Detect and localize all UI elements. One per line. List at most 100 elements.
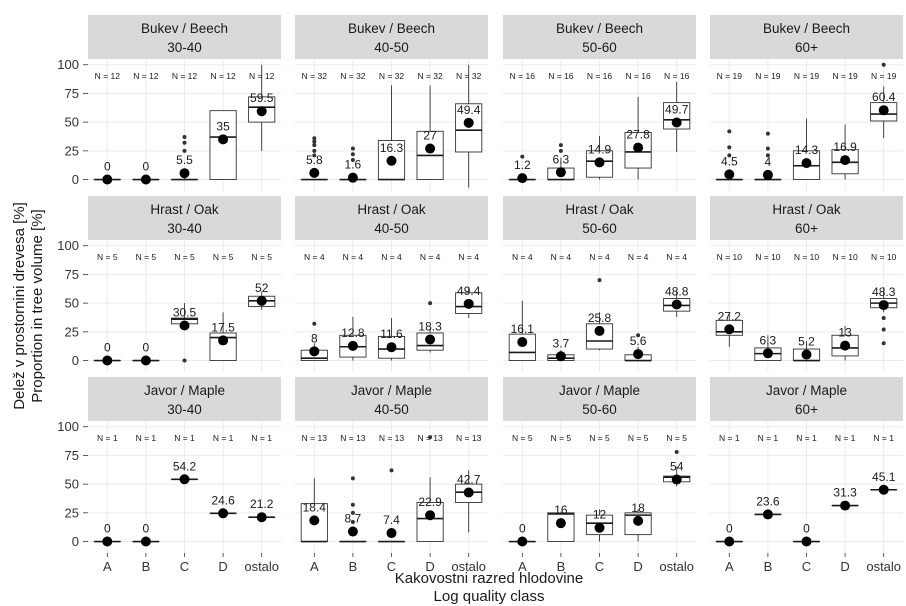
box-body	[455, 103, 483, 153]
mean-value-label: 16	[554, 503, 568, 517]
sample-size-label: N = 32	[379, 71, 405, 81]
sample-size-label: N = 19	[794, 71, 820, 81]
sample-size-label: N = 19	[871, 71, 897, 81]
sample-size-label: N = 10	[832, 252, 858, 262]
outlier-point	[881, 62, 886, 67]
mean-value-label: 48.8	[665, 285, 689, 299]
mean-value-label: 17.5	[211, 320, 235, 334]
mean-point	[140, 536, 151, 547]
sample-size-label: N = 1	[213, 433, 234, 443]
sample-size-label: N = 1	[97, 433, 118, 443]
sample-size-label: N = 32	[302, 71, 328, 81]
mean-point	[218, 335, 229, 346]
x-tick-label: D	[218, 559, 227, 574]
sample-size-label: N = 5	[551, 433, 572, 443]
mean-point	[633, 515, 644, 526]
mean-point	[386, 155, 397, 166]
x-tick-label: C	[180, 559, 189, 574]
mean-point	[218, 508, 229, 519]
facet-strip	[710, 377, 903, 421]
sample-size-label: N = 5	[666, 433, 687, 443]
sample-size-label: N = 19	[717, 71, 743, 81]
facet-diameter-label: 40-50	[374, 402, 409, 417]
outlier-point	[350, 502, 355, 507]
mean-value-label: 16.9	[833, 140, 857, 154]
mean-value-label: 30.5	[173, 306, 197, 320]
facet-diameter-label: 60+	[795, 402, 818, 417]
mean-value-label: 42.7	[457, 473, 481, 487]
x-tick-label: A	[725, 559, 734, 574]
mean-point	[801, 349, 812, 360]
mean-value-label: 0	[104, 160, 111, 174]
facet-strip	[295, 377, 488, 421]
mean-point	[179, 474, 190, 485]
mean-value-label: 7.4	[383, 513, 400, 527]
mean-value-label: 0	[104, 341, 111, 355]
y-tick-label: 50	[65, 115, 79, 130]
mean-value-label: 8.7	[345, 512, 362, 526]
x-tick-label: ostalo	[451, 559, 486, 574]
mean-point	[425, 334, 436, 345]
mean-value-label: 0	[143, 160, 150, 174]
facet-diameter-label: 30-40	[167, 40, 202, 55]
facet-strip	[503, 377, 696, 421]
mean-point	[633, 142, 644, 153]
y-axis-title-line-1: Delež v prostornini drevesa [%]	[11, 202, 28, 410]
mean-point	[840, 155, 851, 166]
sample-size-label: N = 5	[213, 252, 234, 262]
sample-size-label: N = 10	[794, 252, 820, 262]
facet-diameter-label: 30-40	[167, 221, 202, 236]
facet-species-label: Hrast / Oak	[357, 202, 426, 217]
y-tick-label: 25	[65, 324, 79, 339]
facet-diameter-label: 60+	[795, 40, 818, 55]
outlier-point	[765, 146, 770, 151]
facet-panel: Bukev / Beech 30-40 0 N = 12 0 N = 12 5.5 N = 1…	[88, 15, 281, 191]
mean-value-label: 52	[255, 281, 269, 295]
facet-diameter-label: 40-50	[374, 40, 409, 55]
x-tick-label: D	[840, 559, 849, 574]
sample-size-label: N = 12	[249, 71, 275, 81]
sample-size-label: N = 4	[381, 252, 402, 262]
mean-point	[671, 474, 682, 485]
x-tick-label: D	[425, 559, 434, 574]
sample-size-label: N = 4	[551, 252, 572, 262]
facet-panel: Javor / Maple 40-50 18.4 N = 13 8.7 N = 13 7.4…	[295, 377, 488, 574]
facet-species-label: Javor / Maple	[559, 383, 640, 398]
sample-size-label: N = 4	[512, 252, 533, 262]
x-tick-label: B	[557, 559, 566, 574]
box-body	[416, 502, 444, 542]
mean-value-label: 5.5	[176, 153, 193, 167]
outlier-point	[182, 148, 187, 153]
box-body	[209, 110, 237, 180]
mean-point	[309, 167, 320, 178]
mean-point	[463, 487, 474, 498]
facet-species-label: Hrast / Oak	[565, 202, 634, 217]
mean-point	[102, 536, 113, 547]
facet-species-label: Bukev / Beech	[348, 21, 435, 36]
outlier-point	[350, 152, 355, 157]
outlier-point	[428, 435, 433, 440]
sample-size-label: N = 4	[458, 252, 479, 262]
y-tick-label: 0	[72, 172, 79, 187]
facet-panel: Hrast / Oak 50-60 16.1 N = 4 3.7 N = 4 25.8 N =…	[503, 196, 696, 372]
mean-point	[140, 174, 151, 185]
y-tick-label: 75	[65, 267, 79, 282]
mean-value-label: 16.3	[380, 141, 404, 155]
mean-point	[256, 106, 267, 117]
facet-species-label: Javor / Maple	[144, 383, 225, 398]
mean-point	[878, 484, 889, 495]
facet-strip	[88, 15, 281, 59]
outlier-point	[312, 139, 317, 144]
mean-point	[762, 169, 773, 180]
mean-value-label: 54	[670, 460, 684, 474]
sample-size-label: N = 13	[456, 433, 482, 443]
outlier-point	[674, 449, 679, 454]
mean-point	[517, 337, 528, 348]
x-tick-label: A	[518, 559, 527, 574]
mean-point	[878, 300, 889, 311]
mean-point	[878, 105, 889, 116]
x-tick-label: C	[387, 559, 396, 574]
outlier-point	[765, 131, 770, 136]
mean-value-label: 60.4	[872, 90, 896, 104]
